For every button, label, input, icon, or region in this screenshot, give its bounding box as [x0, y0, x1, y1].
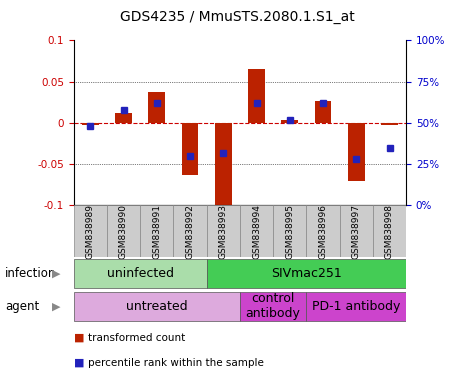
Bar: [248, 69, 265, 123]
Bar: [181, 123, 199, 175]
Text: GSM838994: GSM838994: [252, 204, 261, 259]
Text: GSM838995: GSM838995: [285, 204, 294, 259]
Text: ▶: ▶: [52, 268, 60, 279]
Bar: [207, 259, 406, 288]
Text: SIVmac251: SIVmac251: [271, 267, 342, 280]
Bar: [173, 205, 207, 257]
Text: agent: agent: [5, 300, 39, 313]
Bar: [273, 205, 306, 257]
Bar: [240, 205, 273, 257]
Text: GSM838996: GSM838996: [319, 204, 327, 259]
Text: GSM838990: GSM838990: [119, 204, 128, 259]
Text: GDS4235 / MmuSTS.2080.1.S1_at: GDS4235 / MmuSTS.2080.1.S1_at: [120, 10, 355, 24]
Bar: [207, 205, 240, 257]
Text: uninfected: uninfected: [106, 267, 174, 280]
Bar: [306, 205, 340, 257]
Text: ▶: ▶: [52, 301, 60, 311]
Text: GSM838989: GSM838989: [86, 204, 95, 259]
Bar: [306, 291, 406, 321]
Text: GSM838992: GSM838992: [186, 204, 194, 259]
Text: ■: ■: [74, 358, 84, 368]
Text: percentile rank within the sample: percentile rank within the sample: [88, 358, 264, 368]
Bar: [148, 91, 165, 123]
Bar: [74, 205, 107, 257]
Bar: [348, 123, 365, 181]
Bar: [82, 123, 99, 124]
Bar: [74, 291, 240, 321]
Bar: [107, 205, 140, 257]
Bar: [381, 123, 398, 125]
Text: GSM838993: GSM838993: [219, 204, 228, 259]
Text: GSM838991: GSM838991: [152, 204, 161, 259]
Text: untreated: untreated: [126, 300, 188, 313]
Text: control
antibody: control antibody: [246, 292, 301, 320]
Text: GSM838997: GSM838997: [352, 204, 361, 259]
Bar: [240, 291, 306, 321]
Bar: [74, 259, 207, 288]
Bar: [215, 123, 232, 206]
Text: ■: ■: [74, 333, 84, 343]
Text: infection: infection: [5, 267, 56, 280]
Text: GSM838998: GSM838998: [385, 204, 394, 259]
Text: PD-1 antibody: PD-1 antibody: [312, 300, 400, 313]
Bar: [140, 205, 173, 257]
Bar: [340, 205, 373, 257]
Bar: [314, 101, 332, 123]
Bar: [115, 113, 132, 123]
Text: transformed count: transformed count: [88, 333, 185, 343]
Bar: [281, 121, 298, 123]
Bar: [373, 205, 406, 257]
